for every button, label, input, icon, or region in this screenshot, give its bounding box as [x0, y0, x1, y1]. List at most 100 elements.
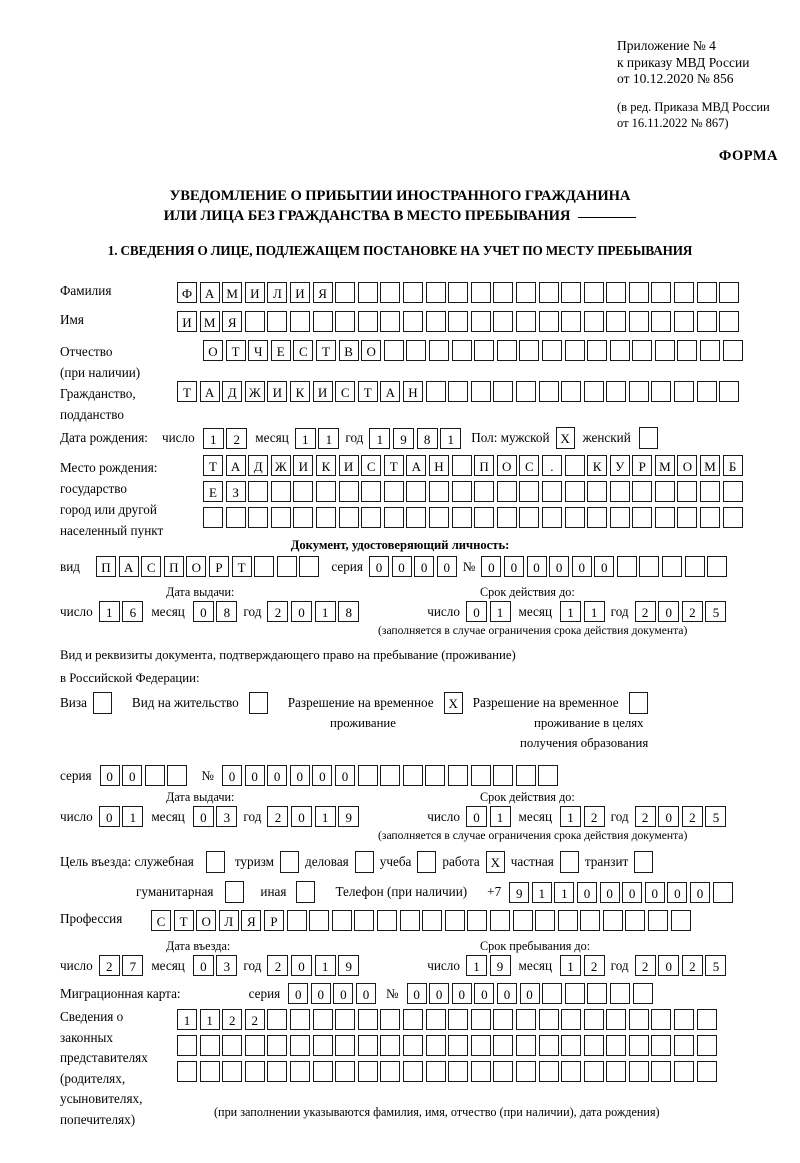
- char-cell[interactable]: [335, 282, 356, 303]
- char-cell[interactable]: 0: [496, 983, 517, 1004]
- char-cell[interactable]: 9: [509, 881, 530, 903]
- char-cell[interactable]: [177, 1061, 197, 1082]
- char-cell[interactable]: 6: [122, 601, 144, 622]
- char-cell[interactable]: 0: [465, 601, 487, 622]
- char-cell[interactable]: [331, 910, 352, 931]
- char-cell[interactable]: П: [96, 556, 116, 577]
- char-cell[interactable]: [451, 340, 472, 361]
- char-cell[interactable]: [712, 881, 733, 903]
- char-cell[interactable]: [538, 1009, 559, 1030]
- char-cell[interactable]: [203, 507, 223, 528]
- char-cell[interactable]: 2: [222, 1009, 243, 1030]
- char-cell[interactable]: [541, 507, 562, 528]
- char-cell[interactable]: [651, 1061, 672, 1082]
- char-cell[interactable]: [602, 910, 623, 931]
- char-cell[interactable]: [561, 1061, 582, 1082]
- char-cell[interactable]: [470, 282, 491, 303]
- char-cell[interactable]: 1: [177, 1009, 197, 1030]
- char-cell[interactable]: [696, 282, 717, 303]
- char-cell[interactable]: 2: [634, 601, 656, 622]
- char-cell[interactable]: [470, 1009, 491, 1030]
- char-cell[interactable]: [493, 1009, 514, 1030]
- char-cell[interactable]: [425, 311, 446, 332]
- char-cell[interactable]: [380, 282, 401, 303]
- char-cell[interactable]: [489, 910, 510, 931]
- char-cell[interactable]: Д: [248, 455, 269, 476]
- char-cell[interactable]: К: [587, 455, 608, 476]
- char-cell[interactable]: [289, 311, 310, 332]
- char-cell[interactable]: [541, 340, 562, 361]
- char-cell[interactable]: [541, 481, 562, 502]
- char-cell[interactable]: [267, 311, 288, 332]
- char-cell[interactable]: [606, 311, 627, 332]
- char-cell[interactable]: [357, 1061, 378, 1082]
- char-cell[interactable]: [538, 381, 559, 402]
- char-cell[interactable]: [467, 910, 488, 931]
- char-cell[interactable]: [380, 1009, 401, 1030]
- char-cell[interactable]: 0: [334, 765, 355, 786]
- char-cell[interactable]: [609, 507, 630, 528]
- char-cell[interactable]: 0: [481, 556, 502, 577]
- char-cell[interactable]: [606, 381, 627, 402]
- char-cell[interactable]: 0: [368, 556, 389, 577]
- char-cell[interactable]: [425, 381, 446, 402]
- char-cell[interactable]: [538, 1035, 559, 1056]
- char-cell[interactable]: [380, 311, 401, 332]
- char-cell[interactable]: 1: [489, 601, 511, 622]
- char-cell[interactable]: [561, 311, 582, 332]
- char-cell[interactable]: 1: [554, 881, 575, 903]
- char-cell[interactable]: 0: [526, 556, 547, 577]
- char-cell[interactable]: С: [335, 381, 356, 402]
- char-cell[interactable]: [639, 556, 660, 577]
- char-cell[interactable]: [357, 1009, 378, 1030]
- char-cell[interactable]: [451, 455, 472, 476]
- char-cell[interactable]: [470, 765, 491, 786]
- char-cell[interactable]: 0: [429, 983, 450, 1004]
- char-cell[interactable]: [519, 340, 540, 361]
- char-cell[interactable]: [248, 507, 269, 528]
- char-cell[interactable]: [493, 765, 514, 786]
- char-cell[interactable]: 0: [192, 955, 214, 976]
- char-cell[interactable]: [561, 1009, 582, 1030]
- char-cell[interactable]: [587, 983, 608, 1004]
- char-cell[interactable]: 7: [122, 955, 144, 976]
- char-cell[interactable]: [222, 1035, 243, 1056]
- char-cell[interactable]: [199, 1061, 220, 1082]
- char-cell[interactable]: [625, 910, 646, 931]
- char-cell[interactable]: [428, 481, 449, 502]
- char-cell[interactable]: П: [474, 455, 495, 476]
- char-cell[interactable]: М: [700, 455, 721, 476]
- char-cell[interactable]: 2: [98, 955, 120, 976]
- char-cell[interactable]: 1: [440, 427, 462, 449]
- char-cell[interactable]: А: [406, 455, 427, 476]
- char-cell[interactable]: [293, 481, 314, 502]
- char-cell[interactable]: [538, 765, 559, 786]
- char-cell[interactable]: [289, 1009, 310, 1030]
- char-cell[interactable]: [493, 282, 514, 303]
- char-cell[interactable]: [493, 1035, 514, 1056]
- char-cell[interactable]: [512, 910, 533, 931]
- char-cell[interactable]: Ж: [244, 381, 265, 402]
- char-cell[interactable]: [402, 765, 423, 786]
- char-cell[interactable]: [448, 311, 469, 332]
- char-cell[interactable]: 0: [192, 601, 214, 622]
- char-cell[interactable]: 2: [267, 955, 289, 976]
- char-cell[interactable]: Ч: [248, 340, 269, 361]
- char-cell[interactable]: [380, 1061, 401, 1082]
- char-cell[interactable]: [474, 481, 495, 502]
- char-cell[interactable]: [244, 1061, 265, 1082]
- char-cell[interactable]: [561, 381, 582, 402]
- char-cell[interactable]: 1: [294, 427, 316, 449]
- char-cell[interactable]: О: [203, 340, 223, 361]
- char-cell[interactable]: О: [496, 455, 517, 476]
- char-cell[interactable]: [293, 507, 314, 528]
- char-cell[interactable]: 1: [560, 806, 582, 827]
- char-cell[interactable]: М: [222, 282, 243, 303]
- char-cell[interactable]: [338, 507, 359, 528]
- char-cell[interactable]: [312, 1035, 333, 1056]
